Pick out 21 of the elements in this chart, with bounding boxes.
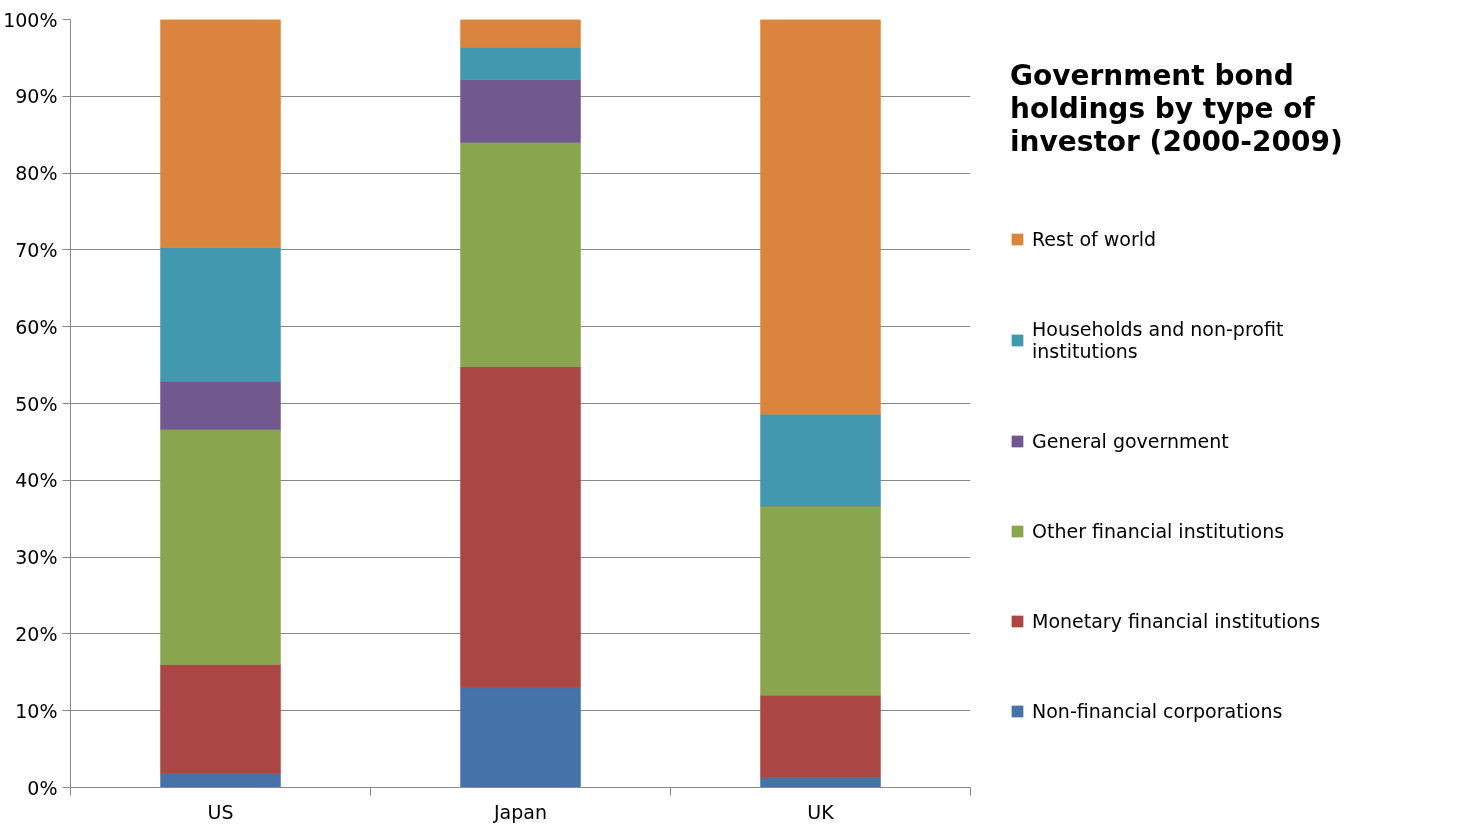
y-tick-label: 100% xyxy=(3,8,58,31)
y-tick-label: 30% xyxy=(15,546,58,569)
x-tick-label: Japan xyxy=(493,800,547,823)
y-tick-label: 90% xyxy=(15,85,58,108)
x-tick-label: UK xyxy=(807,800,835,823)
y-tick-label: 10% xyxy=(15,699,58,722)
legend-label: Households and non-profit institutions xyxy=(1032,318,1284,362)
text: Government bond holdings by type of investor (2000-2009) xyxy=(1010,59,1343,158)
y-tick-label: 60% xyxy=(15,315,58,338)
y-tick-label: 0% xyxy=(27,776,58,799)
legend-label: Non-financial corporations xyxy=(1032,700,1283,722)
y-tick-label: 40% xyxy=(15,469,58,492)
y-tick-label: 70% xyxy=(15,238,58,261)
x-tick-label: US xyxy=(207,800,234,823)
y-tick-label: 20% xyxy=(15,622,58,645)
legend-label: Monetary financial institutions xyxy=(1032,610,1321,632)
legend-label: Other financial institutions xyxy=(1032,520,1285,542)
y-tick-label: 80% xyxy=(15,162,58,185)
legend-label: Rest of world xyxy=(1032,228,1157,250)
legend-label: General government xyxy=(1032,430,1229,452)
y-tick-label: 50% xyxy=(15,392,58,415)
